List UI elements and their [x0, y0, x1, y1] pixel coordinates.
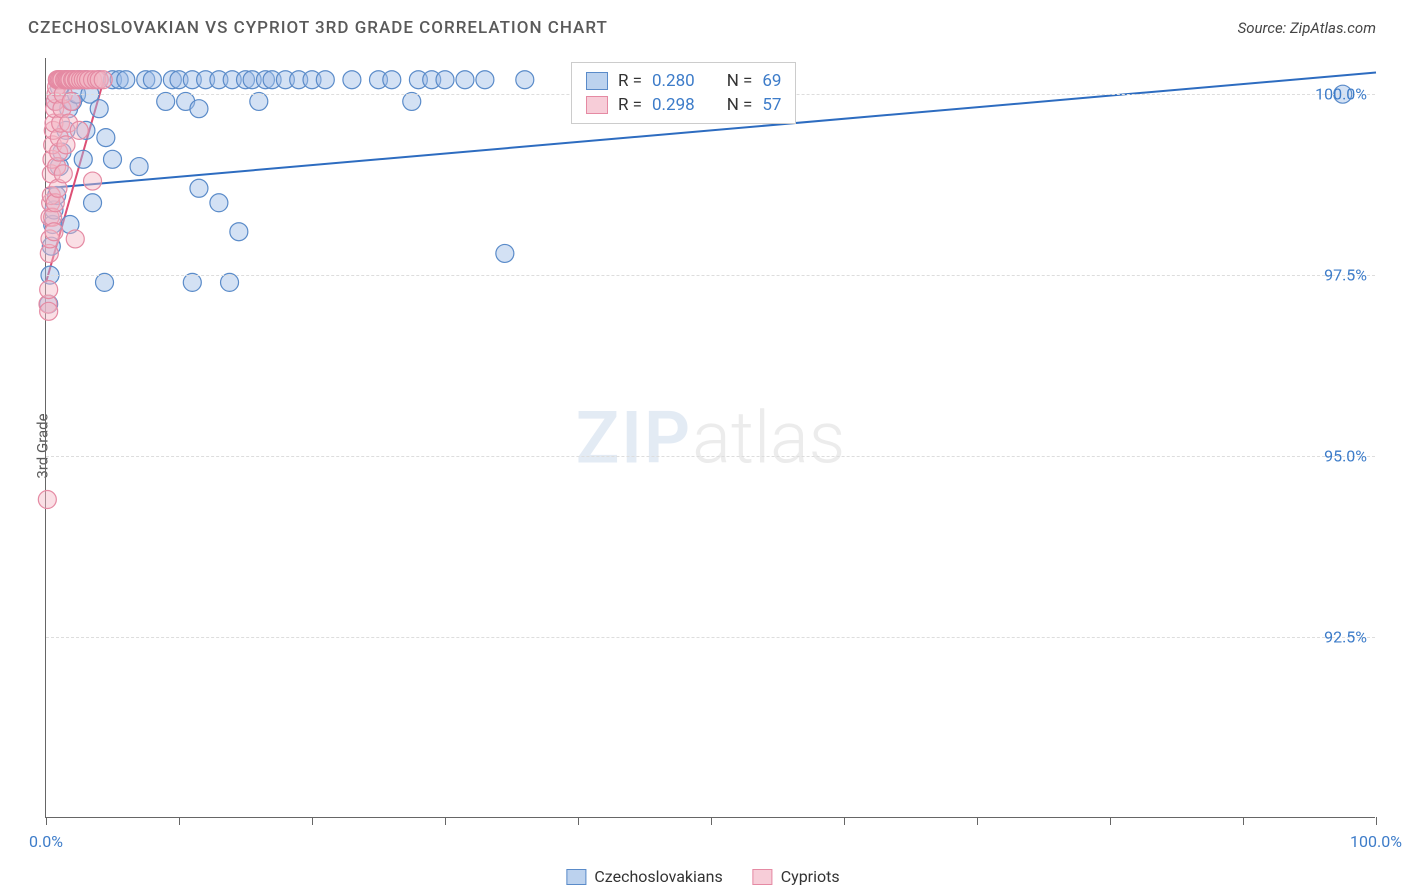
x-tick — [1243, 817, 1244, 825]
data-point — [383, 71, 401, 89]
x-tick — [1110, 817, 1111, 825]
n-label: N = — [727, 95, 753, 115]
data-point — [210, 194, 228, 212]
legend-row: R = 0.298 N = 57 — [586, 93, 782, 117]
legend-label: Cypriots — [781, 867, 840, 886]
gridline — [46, 456, 1375, 457]
data-point — [54, 165, 72, 183]
y-tick-label: 92.5% — [1324, 628, 1367, 647]
x-tick — [844, 817, 845, 825]
data-point — [97, 129, 115, 147]
data-point — [190, 100, 208, 118]
data-point — [90, 100, 108, 118]
x-tick — [445, 817, 446, 825]
x-tick — [312, 817, 313, 825]
x-tick — [578, 817, 579, 825]
data-point — [38, 491, 56, 509]
chart-title: CZECHOSLOVAKIAN VS CYPRIOT 3RD GRADE COR… — [28, 18, 608, 38]
data-point — [45, 223, 63, 241]
x-tick — [46, 817, 47, 825]
legend-swatch — [586, 72, 608, 90]
data-point — [496, 244, 514, 262]
n-value: 57 — [762, 95, 781, 115]
x-tick — [977, 817, 978, 825]
data-point — [40, 302, 58, 320]
data-point — [316, 71, 334, 89]
data-point — [84, 172, 102, 190]
x-tick — [1376, 817, 1377, 825]
r-label: R = — [618, 95, 642, 115]
chart-header: CZECHOSLOVAKIAN VS CYPRIOT 3RD GRADE COR… — [0, 0, 1406, 48]
stats-legend: R = 0.280 N = 69 R = 0.298 N = 57 — [571, 62, 797, 124]
data-point — [66, 230, 84, 248]
legend-swatch — [566, 869, 586, 885]
x-tick-label: 100.0% — [1350, 832, 1402, 851]
data-point — [57, 136, 75, 154]
y-tick-label: 100.0% — [1315, 85, 1367, 104]
chart-plot-area: ZIPatlas 92.5%95.0%97.5%100.0%0.0%100.0%… — [45, 58, 1375, 818]
source-attribution: Source: ZipAtlas.com — [1238, 19, 1376, 37]
data-point — [130, 158, 148, 176]
data-point — [143, 71, 161, 89]
data-point — [190, 179, 208, 197]
data-point — [74, 150, 92, 168]
data-point — [456, 71, 474, 89]
bottom-legend: Czechoslovakians Cypriots — [566, 867, 839, 886]
data-point — [117, 71, 135, 89]
n-label: N = — [727, 71, 753, 91]
x-tick — [711, 817, 712, 825]
r-value: 0.280 — [652, 71, 695, 91]
n-value: 69 — [762, 71, 781, 91]
r-label: R = — [618, 71, 642, 91]
y-tick-label: 97.5% — [1324, 266, 1367, 285]
gridline — [46, 637, 1375, 638]
y-tick-label: 95.0% — [1324, 447, 1367, 466]
data-point — [230, 223, 248, 241]
legend-row: R = 0.280 N = 69 — [586, 69, 782, 93]
legend-label: Czechoslovakians — [594, 867, 722, 886]
legend-item: Cypriots — [753, 867, 840, 886]
data-point — [104, 150, 122, 168]
data-point — [436, 71, 454, 89]
x-tick-label: 0.0% — [29, 832, 63, 851]
data-point — [343, 71, 361, 89]
scatter-svg — [46, 58, 1376, 818]
data-point — [40, 281, 58, 299]
data-point — [476, 71, 494, 89]
legend-swatch — [753, 869, 773, 885]
data-point — [84, 194, 102, 212]
data-point — [516, 71, 534, 89]
legend-swatch — [586, 96, 608, 114]
data-point — [70, 121, 88, 139]
gridline — [46, 275, 1375, 276]
legend-item: Czechoslovakians — [566, 867, 722, 886]
x-tick — [179, 817, 180, 825]
data-point — [94, 71, 112, 89]
r-value: 0.298 — [652, 95, 695, 115]
